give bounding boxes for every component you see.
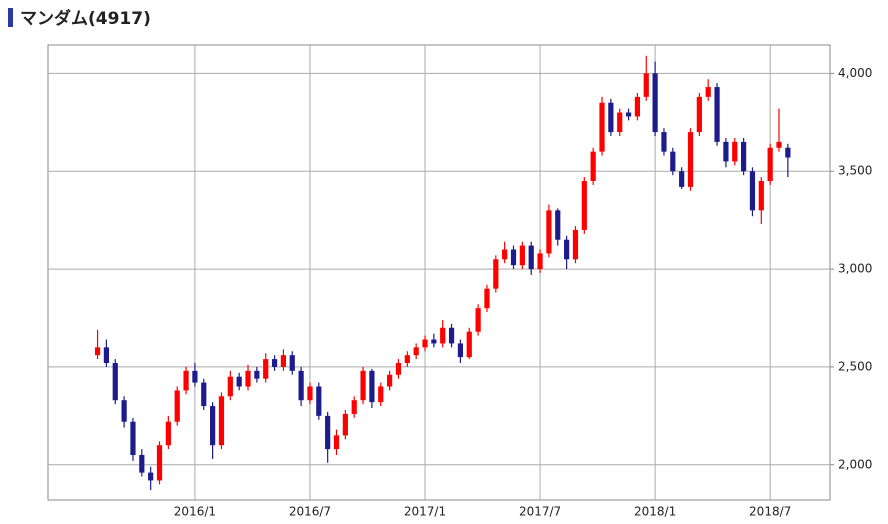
chart-title: マンダム(4917) — [20, 8, 151, 29]
candle-body — [652, 73, 658, 133]
candle-body — [148, 472, 154, 481]
candle-body — [307, 386, 313, 401]
x-tick-label: 2018/7 — [749, 505, 791, 519]
candle-body — [679, 171, 685, 187]
candle-body — [767, 147, 773, 182]
candle-body — [590, 151, 596, 182]
candle-body — [431, 339, 437, 344]
candle-body — [776, 141, 782, 148]
candle-body — [263, 359, 269, 379]
y-tick-label: 4,000 — [838, 66, 872, 80]
candle-body — [714, 87, 720, 142]
candle-body — [174, 390, 180, 422]
candle-body — [555, 210, 561, 240]
candle-body — [378, 386, 384, 403]
x-tick-label: 2018/1 — [634, 505, 676, 519]
candle-body — [227, 376, 233, 397]
plot-frame — [47, 44, 831, 501]
candle-body — [254, 370, 260, 379]
candle-body — [387, 374, 393, 387]
candle-body — [351, 400, 357, 414]
x-tick-label: 2017/1 — [404, 505, 446, 519]
candle-body — [130, 421, 136, 455]
candle-body — [404, 355, 410, 364]
candle-body — [466, 331, 472, 358]
candle-body — [395, 363, 402, 375]
candle-body — [165, 421, 171, 446]
candle-body — [94, 347, 101, 356]
candle-body — [661, 132, 667, 152]
candle-body — [723, 141, 729, 162]
candle-body — [564, 239, 570, 260]
candle-body — [608, 102, 614, 133]
candle-body — [634, 96, 641, 117]
candle-body — [342, 413, 348, 436]
candle-body — [785, 147, 791, 158]
candle-body — [448, 327, 455, 344]
candle-body — [422, 339, 428, 348]
candle-body — [572, 229, 579, 260]
candle-body — [493, 259, 499, 289]
title-icon — [8, 8, 13, 27]
candle-body — [369, 370, 375, 403]
candle-body — [201, 382, 207, 407]
candle-body — [696, 96, 702, 133]
candle-body — [333, 435, 340, 450]
candle-body — [484, 288, 490, 309]
candle-body — [298, 370, 304, 401]
candle-body — [643, 73, 649, 97]
x-tick-label: 2017/7 — [519, 505, 561, 519]
candle-body — [156, 445, 163, 481]
candle-body — [502, 249, 508, 260]
candle-body — [749, 171, 756, 211]
candle-body — [236, 376, 242, 387]
candle-body — [413, 347, 419, 356]
candle-body — [519, 245, 525, 266]
candle-body — [103, 347, 110, 364]
candle-body — [617, 112, 623, 133]
candle-body — [581, 181, 587, 230]
candle-body — [758, 181, 764, 211]
y-tick-label: 3,500 — [838, 164, 872, 178]
candle-body — [245, 370, 251, 387]
candle-body — [316, 386, 322, 416]
candle-body — [670, 151, 676, 172]
candle-body — [121, 400, 127, 422]
candle-body — [528, 245, 534, 270]
candle-body — [218, 396, 225, 446]
candle-body — [741, 141, 747, 172]
candle-body — [325, 415, 331, 450]
candle-body — [705, 87, 711, 97]
candle-body — [687, 132, 694, 187]
candle-body — [210, 406, 216, 446]
candle-body — [360, 370, 366, 401]
candle-body — [112, 363, 118, 401]
candle-body — [732, 141, 738, 162]
y-tick-label: 3,000 — [838, 262, 872, 276]
candle-body — [289, 355, 295, 371]
candle-body — [440, 327, 446, 344]
candle-body — [599, 102, 605, 152]
candle-body — [183, 370, 189, 391]
candle-body — [625, 112, 632, 117]
y-tick-label: 2,000 — [838, 457, 872, 471]
candle-body — [192, 370, 198, 383]
y-tick-label: 2,500 — [838, 359, 872, 373]
candle-body — [457, 343, 464, 358]
candle-body — [280, 355, 287, 367]
candle-body — [271, 359, 278, 367]
candle-body — [475, 308, 481, 332]
x-tick-label: 2016/7 — [289, 505, 331, 519]
candle-body — [139, 454, 145, 473]
candle-body — [537, 253, 543, 270]
candle-body — [510, 249, 517, 266]
x-tick-label: 2016/1 — [174, 505, 216, 519]
candle-body — [546, 210, 552, 254]
